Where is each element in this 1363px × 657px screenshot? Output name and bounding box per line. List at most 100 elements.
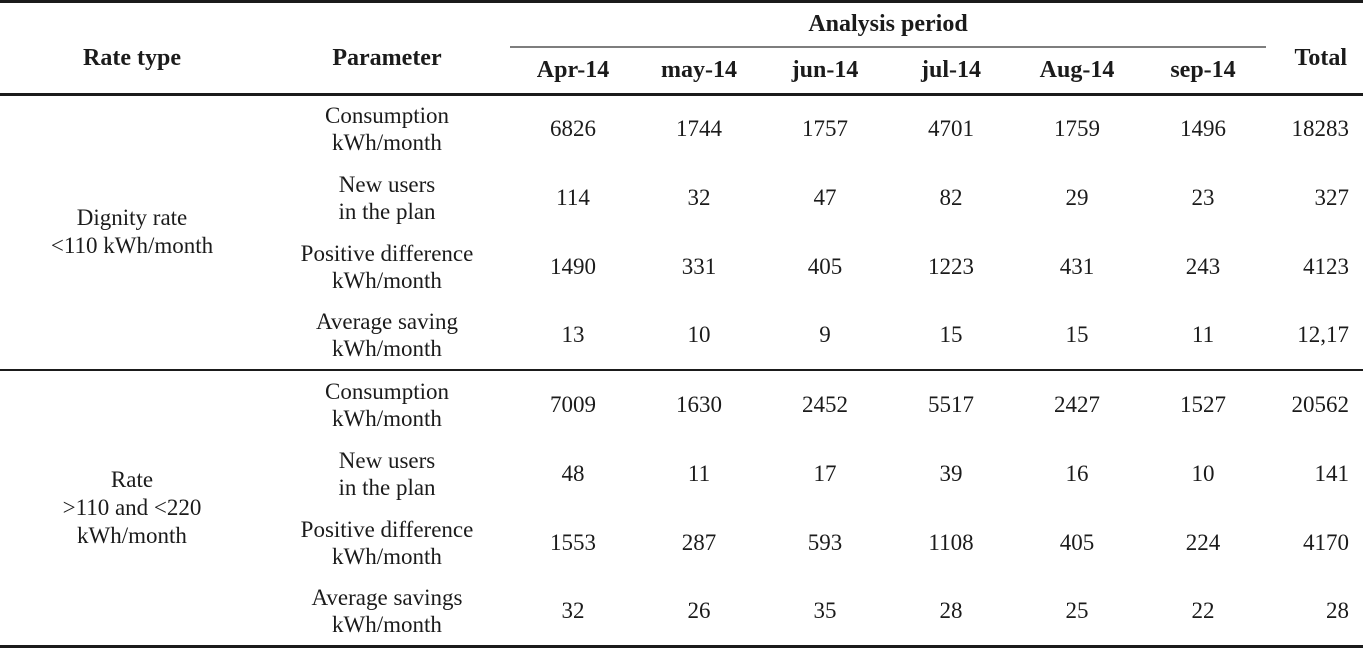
value-cell: 11 <box>687 460 711 486</box>
value-cell: 48 <box>561 460 585 486</box>
table-row: Rate >110 and <220 kWh/month Consumption… <box>0 370 1363 548</box>
total-cell: 4123 <box>1303 253 1349 279</box>
value-cell: 29 <box>1065 184 1089 210</box>
value-cell: 1744 <box>676 116 722 142</box>
rate-type-cell-dignity: Dignity rate <110 kWh/month <box>0 94 264 370</box>
column-header-jun-14: jun-14 <box>791 56 859 83</box>
parameter-line: Positive difference <box>300 240 474 266</box>
value-cell: 11 <box>1191 322 1215 347</box>
column-header-jul-14: jul-14 <box>921 56 981 83</box>
value-cell: 82 <box>939 184 963 210</box>
parameter-line: Positive difference <box>300 516 474 542</box>
parameter-line: kWh/month <box>332 611 442 637</box>
value-cell: 47 <box>813 184 837 210</box>
total-cell: 4170 <box>1303 529 1349 555</box>
parameter-cell: Average saving kWh/month <box>264 301 510 370</box>
value-cell: 1759 <box>1054 116 1100 142</box>
parameter-line: kWh/month <box>332 130 442 156</box>
header-row-months: Apr-14 may-14 jun-14 jul-14 Aug-14 sep-1… <box>0 47 1363 94</box>
table-row: Average saving kWh/month 13 10 9 15 15 1… <box>0 301 1363 370</box>
table-row: New users in the plan 114 32 47 82 29 23… <box>0 163 1363 232</box>
value-cell: 23 <box>1191 184 1215 210</box>
total-cell: 141 <box>1314 460 1350 486</box>
value-cell: 35 <box>813 597 837 623</box>
total-cell: 28 <box>1326 597 1349 623</box>
value-cell: 1496 <box>1180 116 1226 142</box>
parameter-line: kWh/month <box>332 543 442 569</box>
value-cell: 15 <box>939 322 963 347</box>
value-cell: 2427 <box>1054 392 1100 417</box>
parameter-line: New users <box>338 171 436 197</box>
column-header-total: Total <box>1294 45 1347 72</box>
parameter-line: Consumption <box>325 103 449 129</box>
value-cell: 1630 <box>676 392 722 417</box>
total-cell: 20562 <box>1291 392 1350 417</box>
table-row: New users in the plan 48 11 17 39 16 10 … <box>0 439 1363 508</box>
value-cell: 5517 <box>928 392 974 417</box>
rate-type-line: kWh/month <box>77 522 187 548</box>
total-cell: 327 <box>1314 184 1350 210</box>
value-cell: 1527 <box>1180 392 1226 417</box>
column-header-aug-14: Aug-14 <box>1039 56 1115 83</box>
table-body: Dignity rate <110 kWh/month Consumption … <box>0 94 1363 646</box>
table-row: Positive difference kWh/month 1553 287 5… <box>0 508 1363 577</box>
value-cell: 17 <box>813 460 837 486</box>
value-cell: 243 <box>1185 253 1221 279</box>
value-cell: 2452 <box>802 392 848 417</box>
value-cell: 6826 <box>550 116 596 142</box>
value-cell: 26 <box>687 597 711 623</box>
value-cell: 431 <box>1059 253 1095 279</box>
value-cell: 39 <box>939 460 963 486</box>
parameter-cell: New users in the plan <box>264 163 510 232</box>
header-row-top: Rate type Parameter Analysis period Tota… <box>0 1 1363 71</box>
rate-type-cell-110-220: Rate >110 and <220 kWh/month <box>0 370 264 646</box>
value-cell: 1108 <box>928 529 974 555</box>
value-cell: 28 <box>939 597 963 623</box>
value-cell: 593 <box>807 529 843 555</box>
parameter-cell: Positive difference kWh/month <box>264 508 510 577</box>
value-cell: 224 <box>1185 529 1221 555</box>
table-row: Positive difference kWh/month 1490 331 4… <box>0 232 1363 301</box>
value-cell: 331 <box>681 253 717 279</box>
value-cell: 114 <box>556 184 590 210</box>
value-cell: 32 <box>687 184 711 210</box>
value-cell: 4701 <box>928 116 974 142</box>
column-header-rate-type: Rate type <box>83 45 181 72</box>
value-cell: 405 <box>1059 529 1095 555</box>
parameter-line: kWh/month <box>332 336 442 361</box>
value-cell: 10 <box>687 322 711 347</box>
parameter-line: kWh/month <box>332 406 442 431</box>
value-cell: 16 <box>1065 460 1089 486</box>
value-cell: 13 <box>561 322 585 347</box>
value-cell: 287 <box>681 529 717 555</box>
parameter-cell: New users in the plan <box>264 439 510 508</box>
value-cell: 25 <box>1065 597 1089 623</box>
parameter-line: in the plan <box>338 474 436 500</box>
value-cell: 15 <box>1065 322 1089 347</box>
parameter-line: kWh/month <box>332 267 442 293</box>
parameter-line: New users <box>338 447 436 473</box>
value-cell: 1490 <box>550 253 596 279</box>
value-cell: 7009 <box>550 392 596 417</box>
parameter-cell: Consumption kWh/month <box>264 94 510 163</box>
table-header: Rate type Parameter Analysis period Tota… <box>0 1 1363 94</box>
parameter-cell: Positive difference kWh/month <box>264 232 510 301</box>
parameter-cell: Consumption kWh/month <box>264 370 510 439</box>
table-row: Dignity rate <110 kWh/month Consumption … <box>0 94 1363 258</box>
column-header-may-14: may-14 <box>661 56 737 83</box>
column-header-apr-14: Apr-14 <box>536 56 610 83</box>
value-cell: 1757 <box>802 116 848 142</box>
parameter-line: Average savings <box>311 584 463 610</box>
total-cell: 12,17 <box>1297 322 1349 347</box>
column-group-header-analysis-period: Analysis period <box>510 1 1266 48</box>
total-cell: 18283 <box>1291 116 1350 142</box>
table-row: Average savings kWh/month 32 26 35 28 25… <box>0 577 1363 646</box>
column-header-sep-14: sep-14 <box>1170 56 1236 83</box>
rate-type-line: Rate <box>110 466 154 492</box>
rate-type-line: >110 and <220 <box>62 494 202 520</box>
value-cell: 1553 <box>550 529 596 555</box>
parameter-line: in the plan <box>338 198 436 224</box>
rate-type-line: Dignity rate <box>76 205 188 231</box>
column-header-parameter: Parameter <box>332 45 442 72</box>
